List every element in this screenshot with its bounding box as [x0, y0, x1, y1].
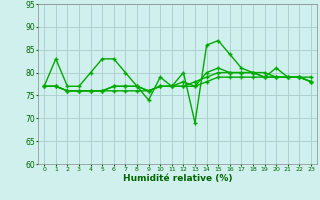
X-axis label: Humidité relative (%): Humidité relative (%): [123, 174, 232, 183]
